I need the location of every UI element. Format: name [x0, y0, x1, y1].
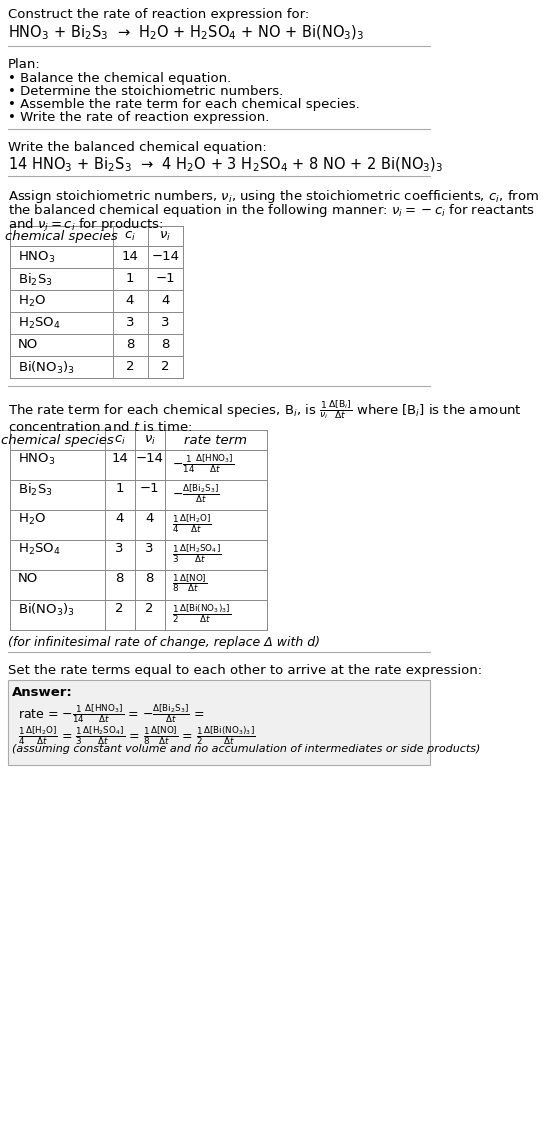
Text: rate = $-\frac{1}{14}\frac{\Delta[\mathrm{HNO_3}]}{\Delta t}$ = $-\frac{\Delta[\: rate = $-\frac{1}{14}\frac{\Delta[\mathr… — [18, 702, 204, 725]
Text: the balanced chemical equation in the following manner: $\nu_i = -c_i$ for react: the balanced chemical equation in the fo… — [8, 203, 535, 218]
Text: (for infinitesimal rate of change, replace Δ with d): (for infinitesimal rate of change, repla… — [8, 636, 319, 649]
Text: $\nu_i$: $\nu_i$ — [144, 434, 156, 447]
Text: H$_2$SO$_4$: H$_2$SO$_4$ — [18, 542, 61, 558]
Text: H$_2$SO$_4$: H$_2$SO$_4$ — [18, 316, 61, 331]
Text: 4: 4 — [145, 512, 154, 525]
Text: Plan:: Plan: — [8, 58, 40, 71]
Text: Set the rate terms equal to each other to arrive at the rate expression:: Set the rate terms equal to each other t… — [8, 663, 482, 677]
Text: NO: NO — [18, 572, 38, 585]
Text: • Determine the stoichiometric numbers.: • Determine the stoichiometric numbers. — [8, 85, 283, 98]
Text: 8: 8 — [126, 338, 134, 351]
Text: $-\frac{1}{14}\frac{\Delta[\mathrm{HNO_3}]}{\Delta t}$: $-\frac{1}{14}\frac{\Delta[\mathrm{HNO_3… — [173, 452, 235, 475]
Text: 1: 1 — [115, 483, 124, 495]
Text: 4: 4 — [115, 512, 124, 525]
Text: Construct the rate of reaction expression for:: Construct the rate of reaction expressio… — [8, 8, 309, 20]
Text: • Write the rate of reaction expression.: • Write the rate of reaction expression. — [8, 112, 269, 124]
Text: 3: 3 — [126, 316, 134, 329]
Text: 2: 2 — [126, 360, 134, 373]
Text: Bi(NO$_3$)$_3$: Bi(NO$_3$)$_3$ — [18, 602, 75, 618]
Text: The rate term for each chemical species, B$_i$, is $\frac{1}{\nu_i}\frac{\Delta[: The rate term for each chemical species,… — [8, 398, 521, 421]
Text: rate term: rate term — [185, 434, 247, 447]
FancyBboxPatch shape — [8, 681, 430, 765]
Text: $\frac{1}{4}\frac{\Delta[\mathrm{H_2O}]}{\Delta t}$: $\frac{1}{4}\frac{\Delta[\mathrm{H_2O}]}… — [173, 512, 212, 535]
Text: 8: 8 — [145, 572, 154, 585]
Text: • Assemble the rate term for each chemical species.: • Assemble the rate term for each chemic… — [8, 98, 359, 112]
Text: HNO$_3$ + Bi$_2$S$_3$  →  H$_2$O + H$_2$SO$_4$ + NO + Bi(NO$_3$)$_3$: HNO$_3$ + Bi$_2$S$_3$ → H$_2$O + H$_2$SO… — [8, 24, 364, 42]
Text: H$_2$O: H$_2$O — [18, 512, 46, 527]
Text: Assign stoichiometric numbers, $\nu_i$, using the stoichiometric coefficients, $: Assign stoichiometric numbers, $\nu_i$, … — [8, 188, 538, 205]
Text: concentration and $t$ is time:: concentration and $t$ is time: — [8, 420, 192, 434]
Text: • Balance the chemical equation.: • Balance the chemical equation. — [8, 72, 231, 85]
Text: 2: 2 — [115, 602, 124, 615]
Text: 14: 14 — [111, 452, 128, 465]
Text: chemical species: chemical species — [1, 434, 114, 447]
Text: HNO$_3$: HNO$_3$ — [18, 250, 56, 265]
Text: 1: 1 — [126, 272, 134, 284]
Text: 14 HNO$_3$ + Bi$_2$S$_3$  →  4 H$_2$O + 3 H$_2$SO$_4$ + 8 NO + 2 Bi(NO$_3$)$_3$: 14 HNO$_3$ + Bi$_2$S$_3$ → 4 H$_2$O + 3 … — [8, 156, 443, 174]
Text: 14: 14 — [121, 250, 138, 263]
Text: NO: NO — [18, 338, 38, 351]
Text: 3: 3 — [161, 316, 170, 329]
Text: $-\frac{\Delta[\mathrm{Bi_2S_3}]}{\Delta t}$: $-\frac{\Delta[\mathrm{Bi_2S_3}]}{\Delta… — [173, 483, 220, 504]
Text: 4: 4 — [161, 294, 170, 307]
Text: and $\nu_i = c_i$ for products:: and $\nu_i = c_i$ for products: — [8, 216, 163, 233]
Text: Bi$_2$S$_3$: Bi$_2$S$_3$ — [18, 272, 52, 288]
Text: $c_i$: $c_i$ — [114, 434, 126, 447]
Text: −1: −1 — [156, 272, 175, 284]
Text: Bi$_2$S$_3$: Bi$_2$S$_3$ — [18, 483, 52, 498]
Text: $c_i$: $c_i$ — [124, 230, 136, 244]
Text: Write the balanced chemical equation:: Write the balanced chemical equation: — [8, 141, 266, 154]
Text: −14: −14 — [135, 452, 164, 465]
Text: 8: 8 — [161, 338, 170, 351]
Text: 8: 8 — [115, 572, 124, 585]
Text: $\frac{1}{4}\frac{\Delta[\mathrm{H_2O}]}{\Delta t}$ = $\frac{1}{3}\frac{\Delta[\: $\frac{1}{4}\frac{\Delta[\mathrm{H_2O}]}… — [18, 724, 256, 747]
Text: $\nu_i$: $\nu_i$ — [159, 230, 171, 244]
Text: $\frac{1}{3}\frac{\Delta[\mathrm{H_2SO_4}]}{\Delta t}$: $\frac{1}{3}\frac{\Delta[\mathrm{H_2SO_4… — [173, 542, 222, 564]
Text: 3: 3 — [145, 542, 154, 555]
Text: 2: 2 — [145, 602, 154, 615]
Text: Bi(NO$_3$)$_3$: Bi(NO$_3$)$_3$ — [18, 360, 75, 376]
Text: 3: 3 — [115, 542, 124, 555]
Text: (assuming constant volume and no accumulation of intermediates or side products): (assuming constant volume and no accumul… — [11, 744, 480, 754]
Text: $\frac{1}{2}\frac{\Delta[\mathrm{Bi(NO_3)_3}]}{\Delta t}$: $\frac{1}{2}\frac{\Delta[\mathrm{Bi(NO_3… — [173, 602, 232, 625]
Text: Answer:: Answer: — [11, 686, 72, 699]
Text: chemical species: chemical species — [5, 230, 117, 244]
Text: H$_2$O: H$_2$O — [18, 294, 46, 310]
Text: HNO$_3$: HNO$_3$ — [18, 452, 56, 467]
Text: $\frac{1}{8}\frac{\Delta[\mathrm{NO}]}{\Delta t}$: $\frac{1}{8}\frac{\Delta[\mathrm{NO}]}{\… — [173, 572, 208, 594]
Text: −1: −1 — [140, 483, 159, 495]
Text: 2: 2 — [161, 360, 170, 373]
Text: −14: −14 — [151, 250, 179, 263]
Text: 4: 4 — [126, 294, 134, 307]
